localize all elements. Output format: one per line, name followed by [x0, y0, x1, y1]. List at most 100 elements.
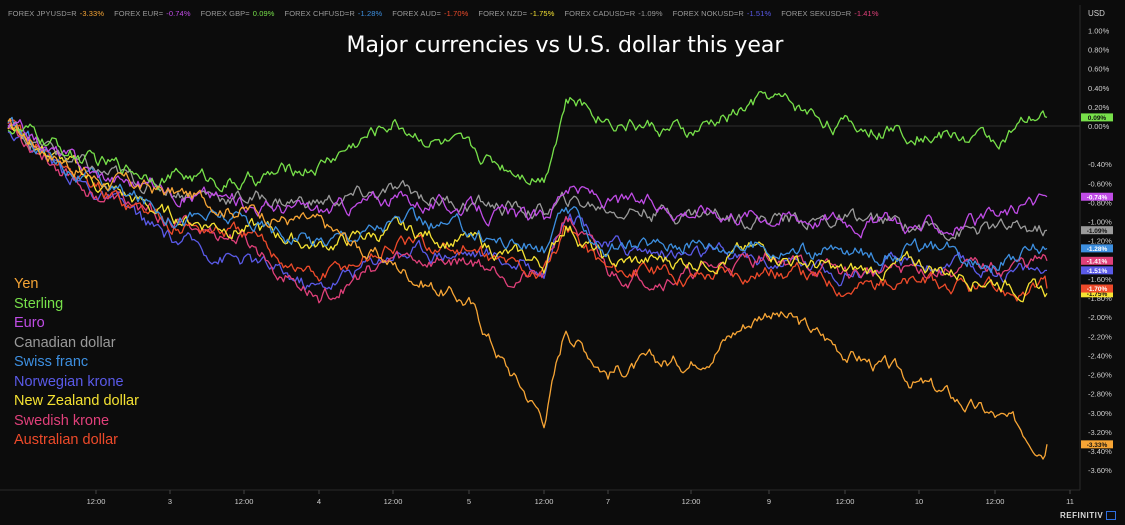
x-tick-label: 12:00: [235, 497, 254, 506]
last-value-tag: -3.33%: [1081, 440, 1113, 449]
legend-item: Swiss franc: [14, 354, 89, 370]
last-value-tag-bg: [1081, 284, 1113, 293]
x-tick-label: 10: [915, 497, 923, 506]
ticker-label: FOREX EUR=: [114, 9, 164, 18]
y-axis-unit: USD: [1088, 9, 1105, 18]
last-value-tag-bg: [1081, 226, 1113, 235]
ticker-value: 0.09%: [252, 9, 275, 18]
x-tick-label: 12:00: [87, 497, 106, 506]
last-value-tag: -1.75%: [1081, 289, 1113, 298]
x-tick-label: 9: [767, 497, 771, 506]
ticker-item: FOREX NOKUSD=R -1.51%: [673, 9, 772, 18]
x-tick-label: 12:00: [535, 497, 554, 506]
ticker-label: FOREX AUD=: [392, 9, 442, 18]
y-tick-label: 1.00%: [1088, 26, 1110, 35]
y-tick-label: -3.20%: [1088, 428, 1112, 437]
x-tick-label: 5: [467, 497, 471, 506]
x-tick-label: 12:00: [384, 497, 403, 506]
x-tick-label: 12:00: [836, 497, 855, 506]
last-value-label: 0.09%: [1088, 115, 1107, 122]
legend-item: New Zealand dollar: [14, 393, 139, 409]
y-tick-label: -3.00%: [1088, 409, 1112, 418]
last-value-label: -0.74%: [1087, 194, 1108, 201]
legend-item: Canadian dollar: [14, 334, 116, 351]
ticker-label: FOREX NZD=: [478, 9, 528, 18]
y-tick-label: -2.20%: [1088, 332, 1112, 341]
x-tick-label: 7: [606, 497, 610, 506]
ticker-item: FOREX GBP= 0.09%: [201, 9, 275, 18]
legend-item: Norwegian krone: [14, 373, 124, 390]
series-line: [7, 119, 1048, 302]
ticker-item: FOREX NZD= -1.75%: [478, 9, 554, 18]
brand-logo-icon: [1106, 511, 1116, 520]
ticker-value: -1.28%: [357, 9, 383, 18]
series-line: [7, 118, 1048, 460]
y-tick-label: 0.60%: [1088, 65, 1110, 74]
ticker-label: FOREX CADUSD=R: [564, 9, 636, 18]
y-tick-label: -1.20%: [1088, 237, 1112, 246]
last-value-label: -1.75%: [1087, 291, 1108, 298]
last-value-label: -1.28%: [1087, 246, 1108, 253]
y-tick-label: -3.40%: [1088, 447, 1112, 456]
ticker-item: FOREX CHFUSD=R -1.28%: [285, 9, 383, 18]
chart-title: Major currencies vs U.S. dollar this yea…: [346, 33, 784, 58]
last-value-tag: -1.41%: [1081, 256, 1113, 265]
ticker-value: -1.51%: [746, 9, 772, 18]
y-tick-label: 0.40%: [1088, 84, 1110, 93]
last-value-tag-bg: [1081, 289, 1113, 298]
x-tick-label: 12:00: [986, 497, 1005, 506]
last-value-tag: -0.74%: [1081, 192, 1113, 201]
last-value-tag: -1.28%: [1081, 244, 1113, 253]
ticker-label: FOREX SEKUSD=R: [781, 9, 852, 18]
x-tick-label: 3: [168, 497, 172, 506]
ticker-label: FOREX GBP=: [200, 9, 250, 18]
last-value-label: -1.41%: [1087, 258, 1108, 265]
ticker-label: FOREX NOKUSD=R: [672, 9, 744, 18]
brand-label: REFINITIV: [1060, 511, 1104, 520]
y-tick-label: -1.60%: [1088, 275, 1112, 284]
ticker-item: FOREX AUD= -1.70%: [392, 9, 468, 18]
last-value-tag-bg: [1081, 256, 1113, 265]
legend-item: Sterling: [14, 295, 64, 312]
y-tick-label: -3.60%: [1088, 466, 1112, 475]
last-value-tag-bg: [1081, 440, 1113, 449]
x-tick-label: 11: [1066, 497, 1074, 506]
ticker-label: FOREX CHFUSD=R: [284, 9, 355, 18]
ticker-item: FOREX JPYUSD=R -3.33%: [8, 9, 104, 18]
last-value-tag: -1.51%: [1081, 266, 1113, 275]
y-tick-label: -0.80%: [1088, 198, 1112, 207]
legend-item: Euro: [14, 315, 45, 331]
series-line: [7, 121, 1048, 242]
legend-item: Australian dollar: [14, 432, 118, 448]
series-line: [7, 119, 1048, 239]
ticker-value: -3.33%: [79, 9, 105, 18]
ticker-value: -1.41%: [854, 9, 879, 18]
last-value-tag-bg: [1081, 113, 1113, 122]
last-value-tag: -1.09%: [1081, 226, 1113, 235]
last-value-tag-bg: [1081, 266, 1113, 275]
legend: Yen Sterling Euro Canadian dollar Swiss fran…: [14, 275, 139, 451]
ticker-item: FOREX SEKUSD=R -1.41%: [781, 9, 878, 18]
last-value-label: -1.51%: [1087, 268, 1108, 275]
ticker-value: -1.09%: [638, 9, 663, 18]
x-tick-label: 12:00: [682, 497, 701, 506]
y-tick-label: 0.20%: [1088, 103, 1110, 112]
series-line: [7, 116, 1048, 274]
ticker-item: FOREX EUR= -0.74%: [114, 9, 191, 18]
y-tick-label: -0.60%: [1088, 179, 1112, 188]
series-line: [7, 90, 1048, 193]
ticker-value: -1.75%: [530, 9, 555, 18]
legend-item: Yen: [14, 276, 39, 292]
last-value-tag: 0.09%: [1081, 113, 1113, 122]
y-tick-label: -1.00%: [1088, 218, 1112, 227]
y-tick-label: 0.80%: [1088, 46, 1110, 55]
y-tick-label: -2.40%: [1088, 351, 1112, 360]
last-value-label: -3.33%: [1087, 442, 1108, 449]
ticker-item: FOREX CADUSD=R -1.09%: [564, 9, 662, 18]
last-value-tag-bg: [1081, 192, 1113, 201]
x-tick-label: 4: [317, 497, 321, 506]
y-tick-label: -1.80%: [1088, 294, 1112, 303]
last-value-label: -1.70%: [1087, 286, 1108, 293]
